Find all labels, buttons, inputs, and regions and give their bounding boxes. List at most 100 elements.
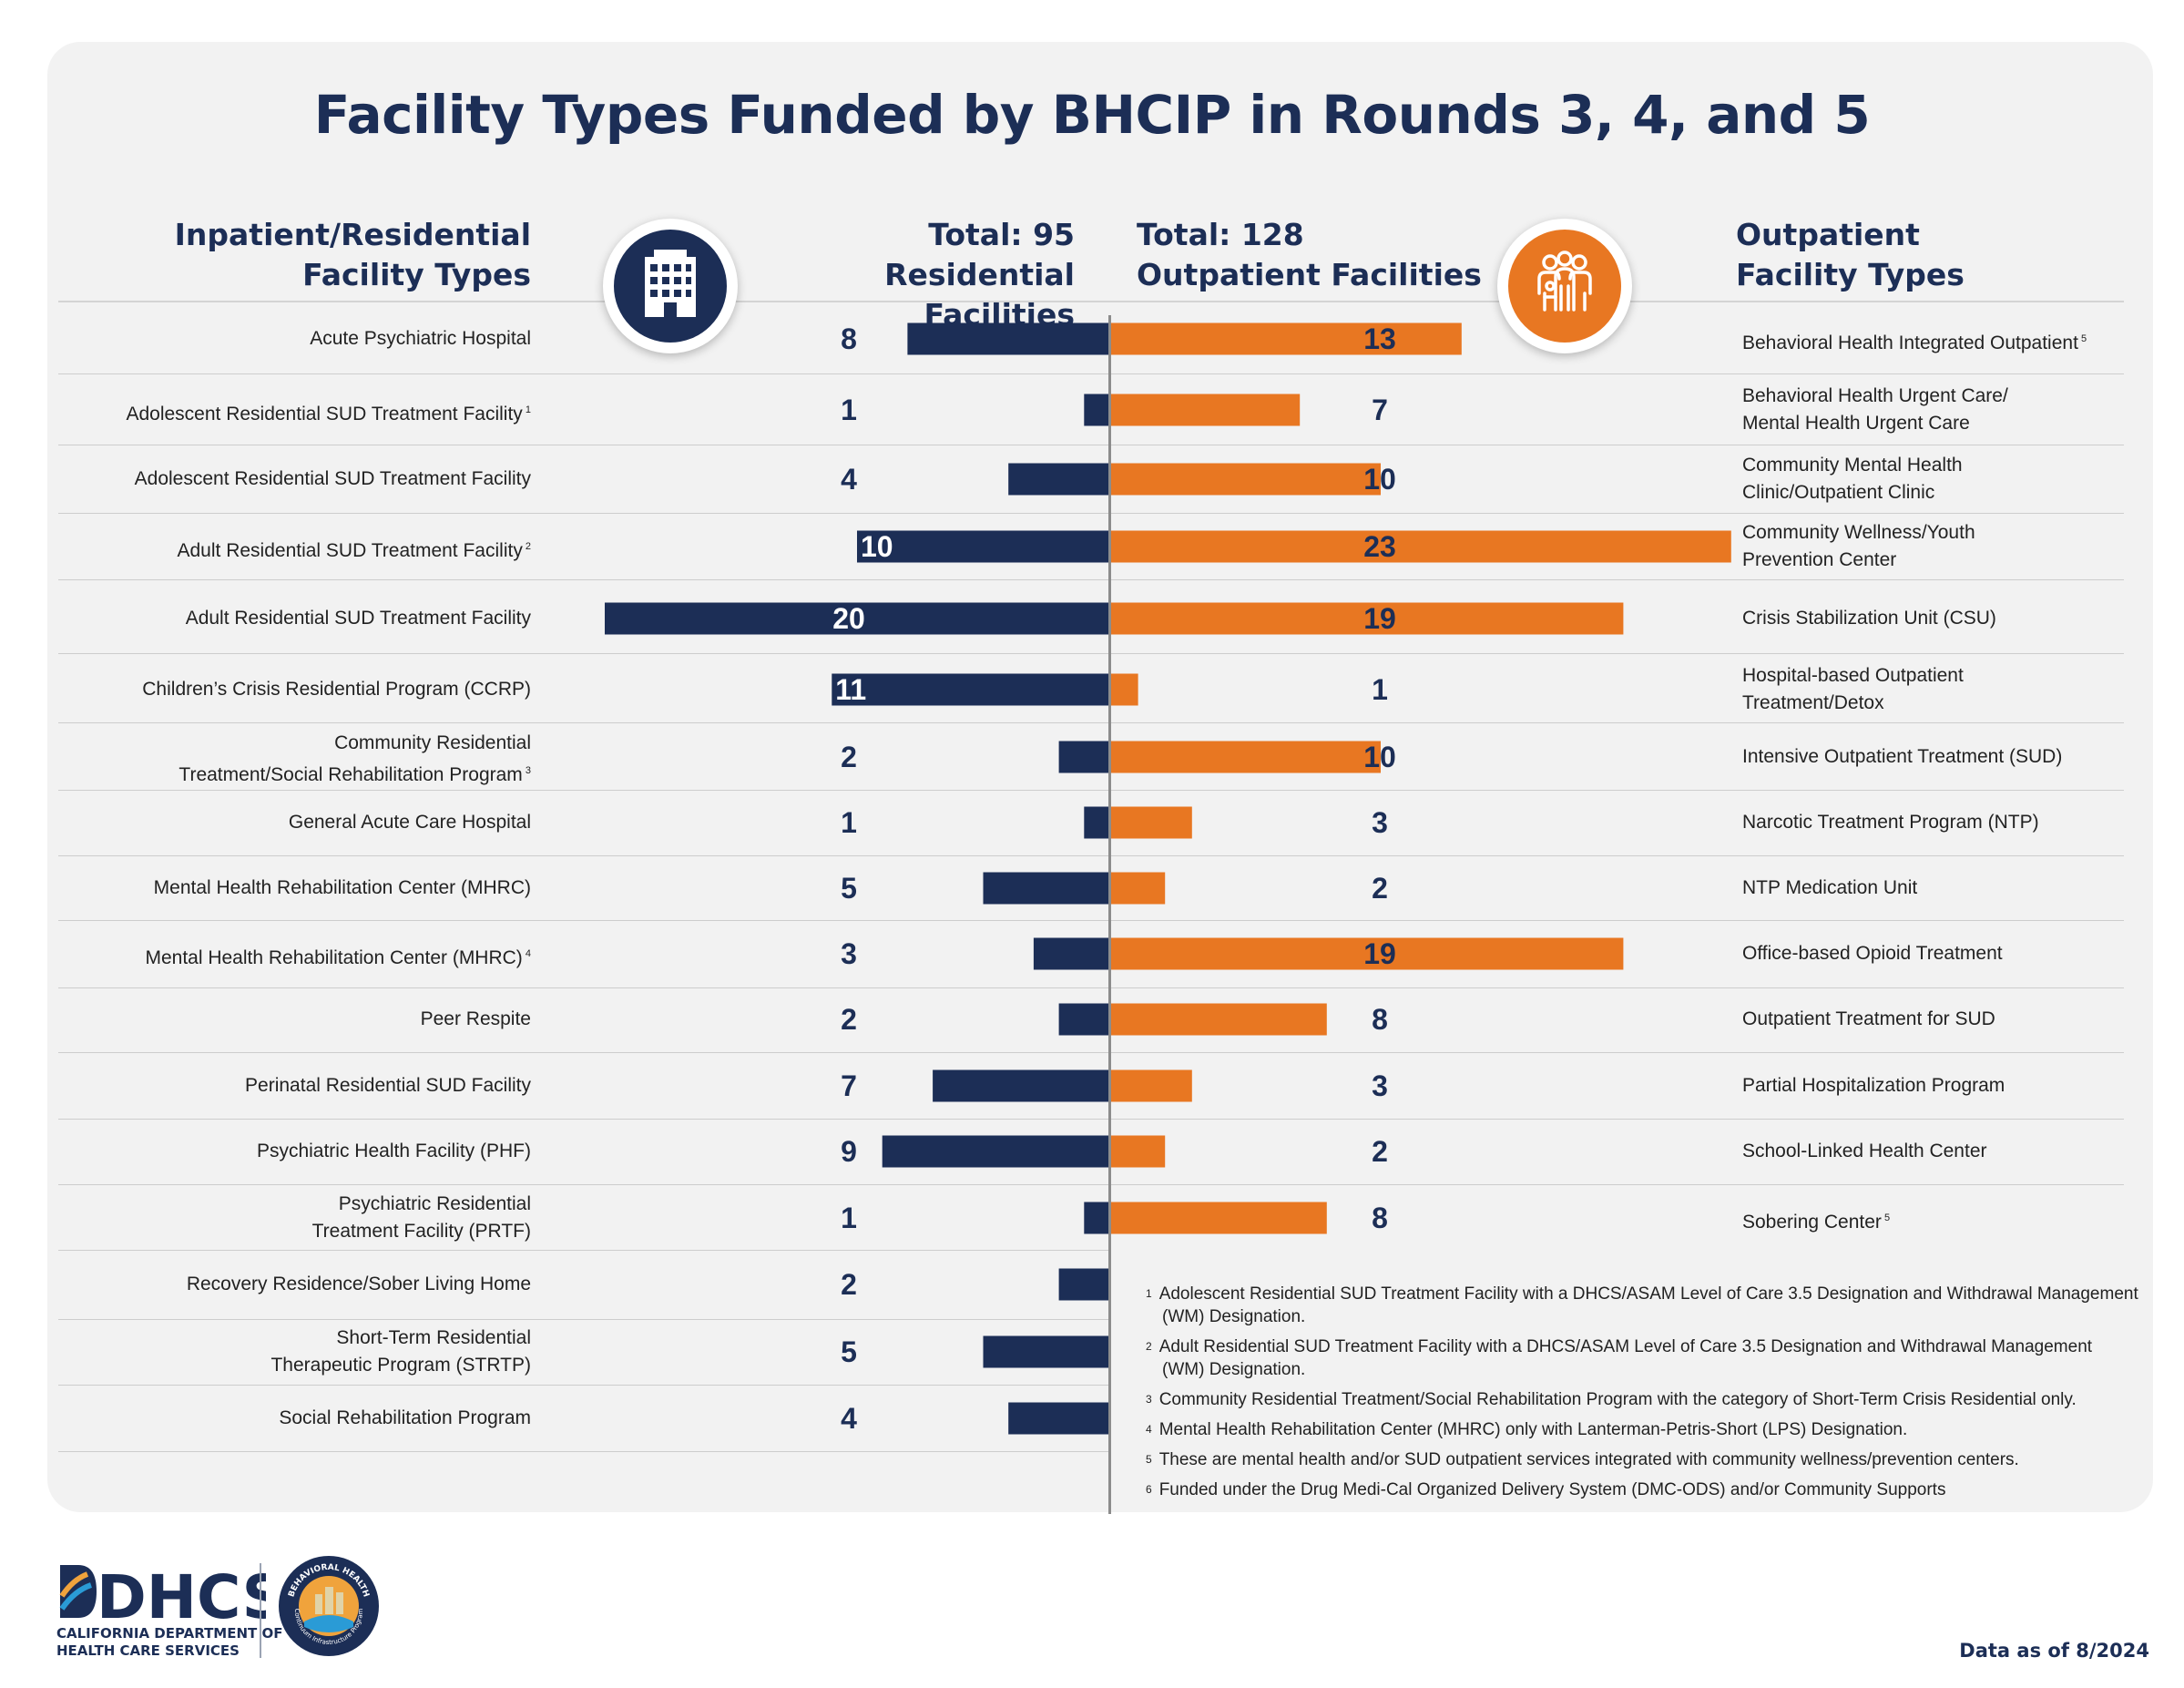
outpatient-types-header: Outpatient Facility Types <box>1736 215 2118 295</box>
footnote: 1 Adolescent Residential SUD Treatment Fa… <box>1146 1283 2138 1328</box>
outpatient-value-label: 3 <box>1372 1069 1388 1102</box>
outpatient-value-label: 8 <box>1372 1202 1388 1234</box>
residential-category-label: Community Residential Treatment/Social Re… <box>179 732 531 785</box>
row-separator-left <box>58 1052 1110 1053</box>
page-title: Facility Types Funded by BHCIP in Rounds… <box>313 84 1871 146</box>
residential-category-label: Mental Health Rehabilitation Center (MHR… <box>153 877 531 898</box>
row-separator-left <box>58 987 1110 988</box>
row-separator-right <box>1110 373 2124 374</box>
outpatient-bar <box>1111 872 1166 905</box>
outpatient-total-header: Total: 128 Outpatient Facilities <box>1137 215 1519 295</box>
data-as-of: Data as of 8/2024 <box>1959 1640 2149 1662</box>
footnote: 6 Funded under the Drug Medi-Cal Organize… <box>1146 1478 2138 1501</box>
residential-value-label: 2 <box>841 741 857 773</box>
outpatient-bar <box>1111 1202 1327 1234</box>
outpatient-value-label: 1 <box>1372 673 1388 706</box>
outpatient-total-line1: Total: 128 <box>1137 217 1304 252</box>
residential-bar <box>882 1135 1109 1168</box>
residential-total-line1: Total: 95 <box>928 217 1075 252</box>
residential-value-label: 7 <box>841 1069 857 1102</box>
outpatient-value-label: 2 <box>1372 872 1388 905</box>
footnote: 4 Mental Health Rehabilitation Center (MH… <box>1146 1418 2138 1441</box>
footnote-text: Adolescent Residential SUD Treatment Fac… <box>1158 1284 2138 1326</box>
dhcs-logo-icon: DHCS <box>59 1562 266 1623</box>
footnote-mark: 2 <box>1146 1340 1152 1353</box>
row-separator-right <box>1110 1184 2124 1185</box>
residential-value-label: 1 <box>841 806 857 839</box>
outpatient-category-label: Behavioral Health Integrated Outpatient … <box>1742 332 2087 353</box>
outpatient-category-label: School-Linked Health Center <box>1742 1141 1987 1161</box>
outpatient-category-label: Outpatient Treatment for SUD <box>1742 1008 1995 1029</box>
residential-bar <box>1058 1003 1109 1036</box>
footnote: 5 These are mental health and/or SUD outp… <box>1146 1448 2138 1471</box>
outpatient-value-label: 13 <box>1363 322 1396 355</box>
residential-category-label: General Acute Care Hospital <box>288 812 531 833</box>
header-rule-left <box>58 301 1110 302</box>
residential-bar <box>1084 1202 1109 1234</box>
residential-value-label: 1 <box>841 1202 857 1234</box>
chart-panel <box>47 42 2153 1512</box>
outpatient-bar <box>1111 673 1138 706</box>
residential-bar <box>1008 1402 1109 1435</box>
residential-category-label: Mental Health Rehabilitation Center (MHR… <box>145 947 531 968</box>
residential-category-label: Social Rehabilitation Program <box>279 1407 531 1428</box>
residential-value-label: 9 <box>841 1135 857 1168</box>
outpatient-types-header-line2: Facility Types <box>1736 257 1965 292</box>
footnote-mark: 3 <box>1146 1393 1152 1406</box>
outpatient-category-label: Community Wellness/Youth Prevention Cent… <box>1742 522 1975 570</box>
row-separator-right <box>1110 579 2124 580</box>
residential-bar <box>907 322 1109 355</box>
row-separator-left <box>58 513 1110 514</box>
footnote-mark: 5 <box>1146 1453 1152 1466</box>
residential-bar <box>605 602 1109 635</box>
outpatient-bar <box>1111 806 1192 839</box>
footnote-text: Funded under the Drug Medi-Cal Organized… <box>1158 1480 1946 1499</box>
residential-bar <box>1058 741 1109 773</box>
residential-value-label: 1 <box>841 394 857 426</box>
row-separator-left <box>58 1119 1110 1120</box>
center-axis <box>1108 315 1111 1514</box>
outpatient-bar <box>1111 463 1381 496</box>
residential-category-label: Recovery Residence/Sober Living Home <box>186 1274 531 1294</box>
outpatient-total-line2: Outpatient Facilities <box>1137 257 1482 292</box>
footnote-text: Adult Residential SUD Treatment Facility… <box>1158 1337 2093 1379</box>
residential-category-label: Perinatal Residential SUD Facility <box>245 1075 531 1096</box>
row-separator-right <box>1110 722 2124 723</box>
residential-category-label: Acute Psychiatric Hospital <box>310 328 531 349</box>
row-separator-right <box>1110 920 2124 921</box>
footnote-mark: 4 <box>1146 1423 1152 1436</box>
residential-value-label: 2 <box>841 1268 857 1301</box>
row-separator-left <box>58 722 1110 723</box>
outpatient-category-label: Intensive Outpatient Treatment (SUD) <box>1742 746 2063 767</box>
outpatient-bar <box>1111 530 1731 563</box>
residential-bar <box>983 1335 1109 1368</box>
residential-category-label: Adolescent Residential SUD Treatment Fac… <box>134 468 531 489</box>
residential-types-header-line1: Inpatient/Residential <box>174 217 531 252</box>
residential-category-label: Psychiatric Residential Treatment Facilit… <box>311 1193 531 1242</box>
row-separator-right <box>1110 1052 2124 1053</box>
row-separator-left <box>58 1451 1110 1452</box>
logo-divider <box>260 1563 261 1658</box>
footnote-text: Mental Health Rehabilitation Center (MHR… <box>1158 1420 1908 1439</box>
row-separator-left <box>58 653 1110 654</box>
residential-bar <box>983 872 1109 905</box>
residential-bar <box>1084 394 1109 426</box>
residential-bar <box>857 530 1109 563</box>
row-separator-right <box>1110 790 2124 791</box>
residential-category-label: Adolescent Residential SUD Treatment Fac… <box>126 404 531 425</box>
outpatient-bar <box>1111 1135 1166 1168</box>
outpatient-bar <box>1111 1003 1327 1036</box>
outpatient-bar <box>1111 937 1624 970</box>
outpatient-bar <box>1111 741 1381 773</box>
residential-value-label: 11 <box>835 673 866 706</box>
row-separator-left <box>58 1184 1110 1185</box>
residential-bar <box>1084 806 1109 839</box>
outpatient-category-label: Crisis Stabilization Unit (CSU) <box>1742 608 1996 629</box>
outpatient-bar <box>1111 394 1301 426</box>
outpatient-value-label: 19 <box>1363 602 1396 635</box>
row-separator-right <box>1110 653 2124 654</box>
outpatient-bar <box>1111 602 1624 635</box>
residential-category-label: Adult Residential SUD Treatment Facility… <box>177 540 532 561</box>
bhcip-seal-icon: BEHAVIORAL HEALTH Continuum Infrastructu… <box>279 1556 379 1656</box>
residential-value-label: 20 <box>832 602 865 635</box>
